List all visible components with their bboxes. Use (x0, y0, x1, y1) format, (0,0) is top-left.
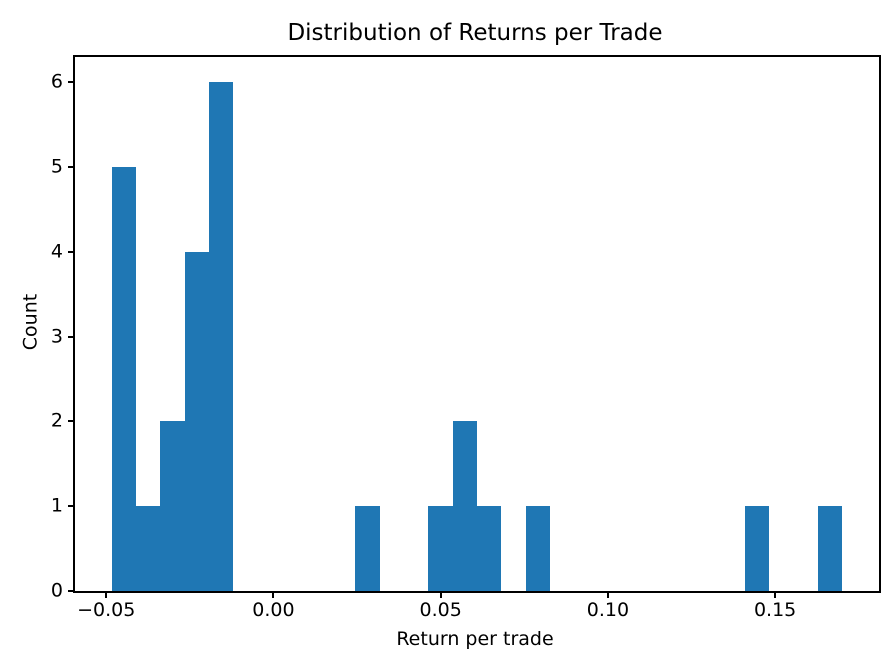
y-tick-mark (68, 590, 75, 592)
histogram-bar (135, 506, 161, 591)
y-tick-label: 5 (50, 155, 63, 178)
x-tick-mark (606, 591, 609, 598)
x-tick-label: 0.15 (753, 599, 797, 621)
x-tick-mark (439, 591, 442, 598)
histogram-bar (452, 421, 477, 591)
y-tick-mark (68, 505, 75, 508)
histogram-bar (525, 506, 551, 591)
y-tick-mark (68, 420, 75, 423)
histogram-bar (355, 506, 380, 591)
histogram-bar (818, 506, 843, 591)
x-tick-label: 0.05 (419, 599, 462, 621)
y-tick-label: 1 (50, 494, 63, 517)
histogram-bar (160, 421, 185, 591)
y-tick-mark (68, 335, 75, 338)
y-axis-label: Count (19, 293, 42, 351)
y-tick-label: 6 (50, 70, 63, 93)
histogram-bar (476, 506, 502, 591)
y-tick-label: 4 (50, 240, 63, 263)
y-tick-label: 2 (50, 409, 63, 432)
y-tick-mark (68, 250, 75, 253)
x-tick-mark (272, 591, 275, 598)
histogram-bar (184, 251, 209, 591)
y-tick-label: 0 (50, 579, 63, 602)
y-tick-mark (68, 166, 75, 169)
x-tick-label: 0.00 (252, 599, 295, 621)
x-tick-label: 0.10 (586, 599, 630, 621)
chart-title: Distribution of Returns per Trade (287, 20, 663, 46)
x-tick-label: −0.05 (77, 599, 136, 621)
histogram-bar (209, 82, 234, 591)
histogram-bar (428, 506, 453, 591)
x-axis-label: Return per trade (396, 628, 554, 650)
x-tick-mark (105, 591, 108, 598)
y-tick-label: 3 (50, 325, 63, 348)
histogram-bar (744, 506, 770, 591)
y-tick-mark (68, 81, 75, 84)
x-tick-mark (774, 591, 777, 598)
histogram-bar (111, 167, 136, 591)
plot-area: −0.05 0.00 0.05 0.10 0.15 0 1 2 3 4 5 6 (51, 55, 881, 620)
